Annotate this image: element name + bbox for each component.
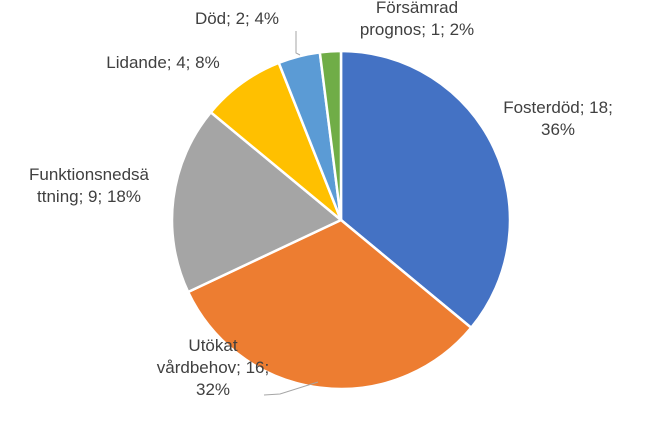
data-label-line: prognos; 1; 2% [360, 20, 474, 39]
pie-slice-funktionsnedsättning [170, 111, 343, 294]
data-label: Funktionsnedsä ttning; 9; 18% [29, 165, 150, 206]
pie-slice-fosterdöd [339, 49, 512, 329]
data-label-line: Funktionsnedsä [29, 165, 150, 184]
data-label-line: Försämrad [376, 0, 458, 17]
data-label: Död; 2; 4% [195, 9, 279, 28]
data-label-line: Utökat [188, 336, 237, 355]
data-label-line: vårdbehov; 16; [157, 358, 269, 377]
data-labels: Fosterdöd; 18; 36% Utökat vårdbehov; 16; 32%… [29, 0, 613, 399]
leader-line [295, 31, 301, 56]
data-label: Lidande; 4; 8% [106, 53, 219, 72]
data-label: Utökat vårdbehov; 16; 32% [157, 336, 269, 399]
leader-line [263, 381, 319, 396]
data-label-line: 36% [541, 120, 575, 139]
data-label-line: 32% [196, 380, 230, 399]
data-label-line: ttning; 9; 18% [37, 187, 141, 206]
leader-lines [263, 31, 319, 396]
pie-slice-utökat-vårdbehov [186, 218, 473, 391]
data-label-line: Död; 2; 4% [195, 9, 279, 28]
pie-slices [170, 49, 512, 391]
data-label-line: Lidande; 4; 8% [106, 53, 219, 72]
data-label-line: Fosterdöd; 18; [503, 98, 613, 117]
pie-slice-försämrad-prognos [318, 49, 343, 222]
data-label: Fosterdöd; 18; 36% [503, 98, 613, 139]
data-label: Försämrad prognos; 1; 2% [360, 0, 474, 39]
